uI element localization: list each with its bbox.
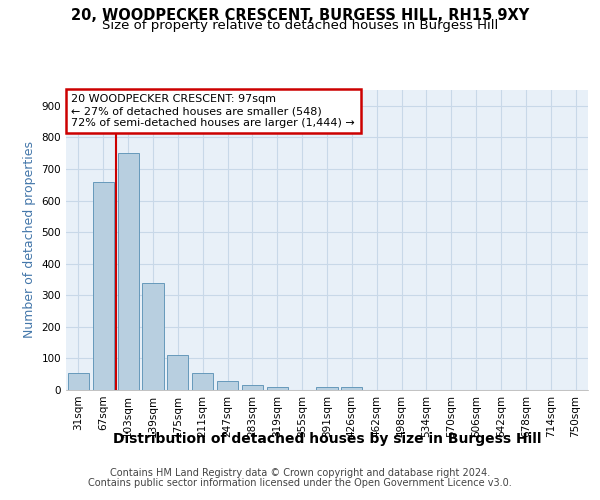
Bar xyxy=(192,374,213,390)
Bar xyxy=(118,153,139,390)
Text: 20 WOODPECKER CRESCENT: 97sqm
← 27% of detached houses are smaller (548)
72% of : 20 WOODPECKER CRESCENT: 97sqm ← 27% of d… xyxy=(71,94,355,128)
Text: Size of property relative to detached houses in Burgess Hill: Size of property relative to detached ho… xyxy=(102,18,498,32)
Bar xyxy=(68,372,89,390)
Bar xyxy=(341,387,362,390)
Bar xyxy=(242,386,263,390)
Y-axis label: Number of detached properties: Number of detached properties xyxy=(23,142,36,338)
Bar xyxy=(167,356,188,390)
Text: 20, WOODPECKER CRESCENT, BURGESS HILL, RH15 9XY: 20, WOODPECKER CRESCENT, BURGESS HILL, R… xyxy=(71,8,529,22)
Bar xyxy=(142,282,164,390)
Text: Contains HM Land Registry data © Crown copyright and database right 2024.: Contains HM Land Registry data © Crown c… xyxy=(110,468,490,477)
Bar xyxy=(93,182,114,390)
Text: Distribution of detached houses by size in Burgess Hill: Distribution of detached houses by size … xyxy=(113,432,541,446)
Bar xyxy=(316,388,338,390)
Bar xyxy=(267,386,288,390)
Bar xyxy=(217,381,238,390)
Text: Contains public sector information licensed under the Open Government Licence v3: Contains public sector information licen… xyxy=(88,478,512,488)
